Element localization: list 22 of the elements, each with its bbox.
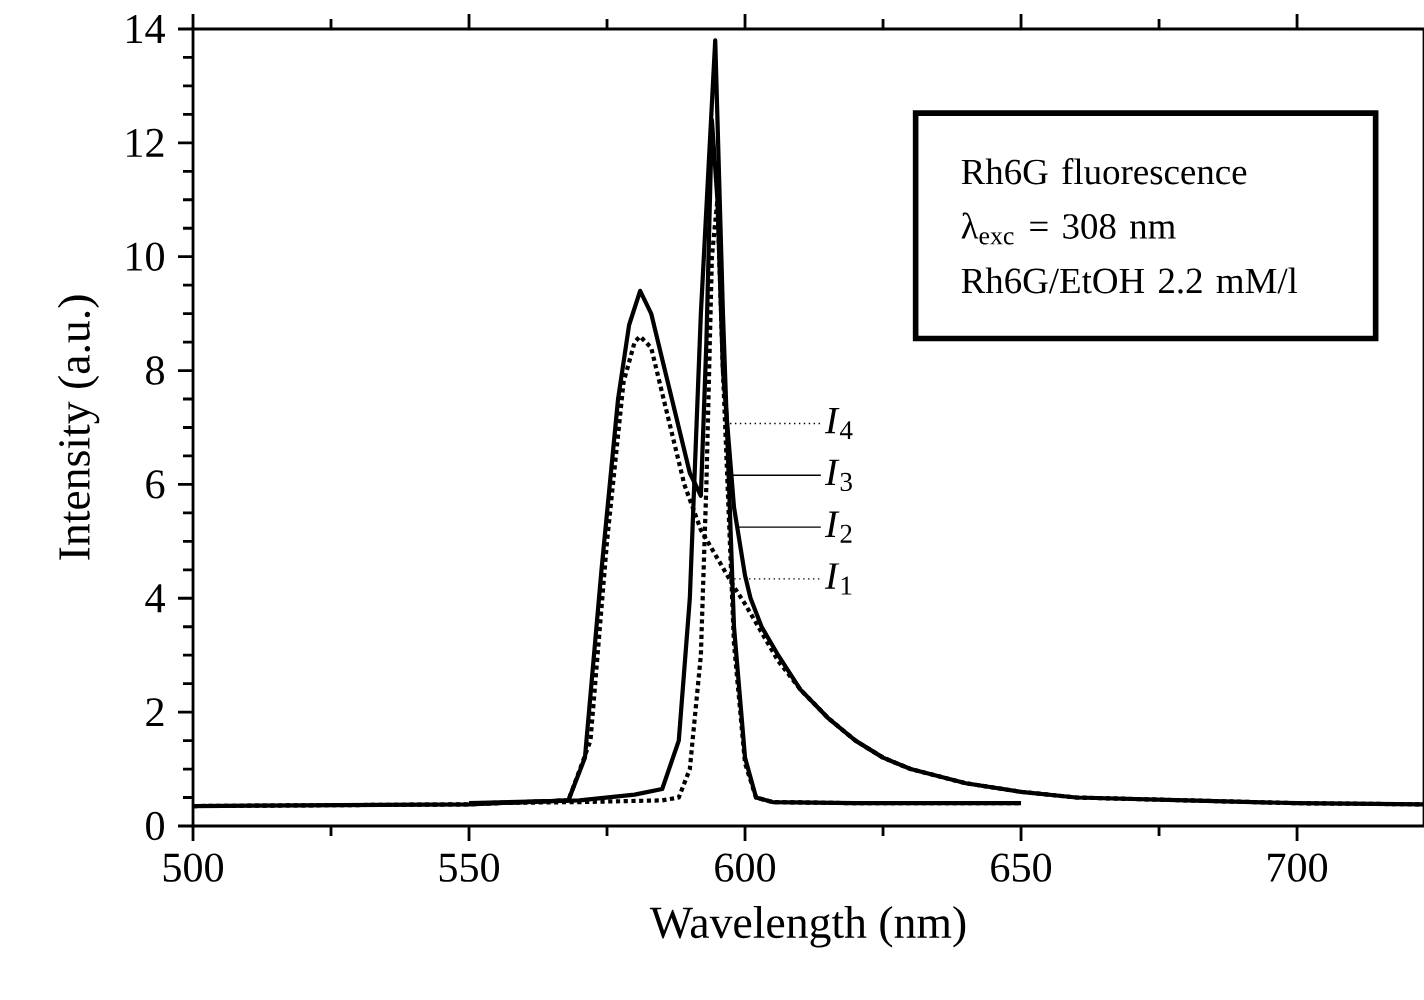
x-axis-title: Wavelength (nm) (649, 906, 966, 948)
legend-label: I$_{2}$ (824, 511, 852, 543)
y-axis-title: Intensity (a.u.) (57, 295, 100, 560)
x-tick-label: 550 (439, 853, 500, 882)
y-tick-label: 0 (146, 811, 164, 841)
x-tick-label: 500 (163, 853, 224, 882)
y-tick-label: 2 (146, 698, 164, 727)
y-tick-label: 14 (127, 15, 165, 43)
y-tick-label: 8 (146, 356, 164, 385)
x-tick-label: 650 (991, 853, 1052, 882)
annotation: λ$_{exc}$ = 308 nm (961, 212, 1176, 245)
y-tick-label: 4 (145, 584, 165, 613)
x-tick-label: 700 (1268, 853, 1328, 882)
y-tick-label: 12 (127, 128, 164, 157)
legend-label: I$_{3}$ (824, 459, 852, 491)
y-tick-label: 6 (146, 470, 165, 499)
legend-label: I$_{4}$ (824, 407, 853, 440)
y-tick-label: 10 (127, 242, 164, 271)
x-tick-label: 600 (715, 853, 776, 882)
legend-label: I$_{1}$ (824, 563, 852, 595)
annotation: Rh6G fluorescence (961, 158, 1247, 185)
annotation: Rh6G/EtOH 2.2 mM/l (961, 267, 1298, 294)
